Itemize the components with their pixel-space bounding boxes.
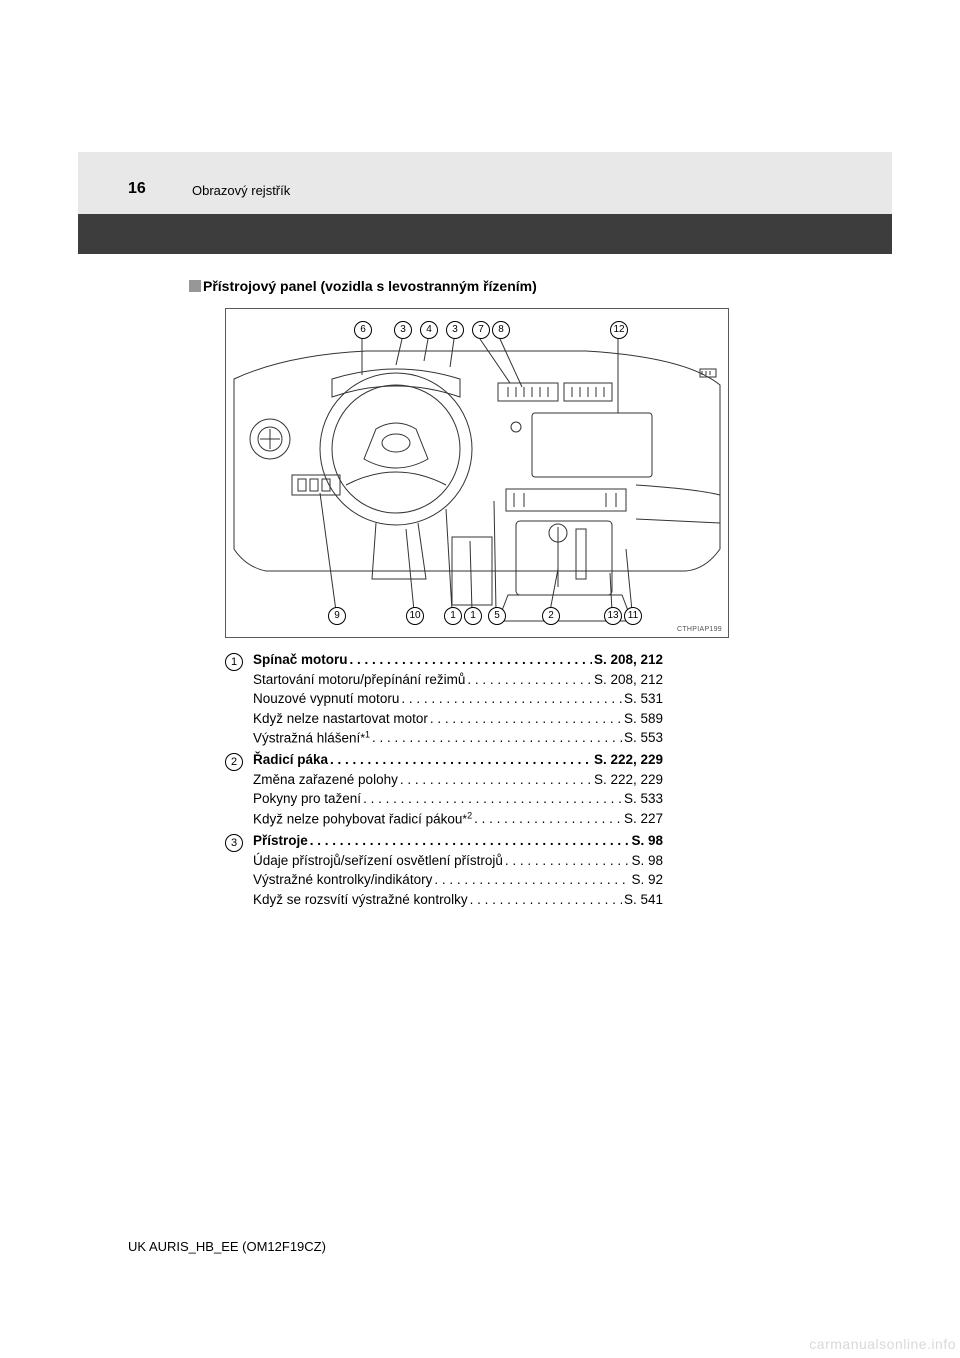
- index-line: Pokyny pro tažení S. 533: [253, 789, 663, 809]
- index-item-1: 1Spínač motoruS. 208, 212Startování moto…: [225, 650, 729, 748]
- header-dark-band: [78, 214, 892, 254]
- leader-dots: [401, 689, 622, 709]
- callout-3: 3: [394, 321, 412, 339]
- line-label: Výstražná hlášení*1: [253, 728, 370, 748]
- line-label: Řadicí páka: [253, 750, 328, 770]
- page-reference: S. 589: [624, 709, 663, 729]
- leader-dots: [350, 650, 592, 670]
- line-label: Spínač motoru: [253, 650, 348, 670]
- page: 16 Obrazový rejstřík Přístrojový panel (…: [0, 0, 960, 1358]
- item-body: Řadicí pákaS. 222, 229Změna zařazené pol…: [253, 750, 729, 829]
- callout-7: 7: [472, 321, 490, 339]
- index-item-3: 3 Přístroje S. 98 Údaje přístrojů/seřízení …: [225, 831, 729, 909]
- page-reference: S. 222, 229: [594, 770, 663, 790]
- index-line: Když nelze nastartovat motor S. 589: [253, 709, 663, 729]
- dashboard-diagram: 63437812 91011521311 CTHPIAP199: [225, 308, 729, 638]
- leader-dots: [470, 890, 622, 910]
- page-reference: S. 533: [624, 789, 663, 809]
- line-label: Když nelze pohybovat řadicí pákou*2: [253, 809, 472, 829]
- item-body: Spínač motoruS. 208, 212Startování motor…: [253, 650, 729, 748]
- callout-13: 13: [604, 607, 622, 625]
- page-reference: S. 208, 212: [594, 670, 663, 690]
- leader-dots: [505, 851, 630, 871]
- line-label: Změna zařazené polohy: [253, 770, 398, 790]
- header-title: Obrazový rejstřík: [192, 183, 290, 198]
- footnote-marker: *1: [360, 731, 370, 746]
- line-label: Když nelze nastartovat motor: [253, 709, 428, 729]
- line-label: Výstražné kontrolky/indikátory: [253, 870, 432, 890]
- index-line: Když se rozsvítí výstražné kontrolky S. 5…: [253, 890, 663, 910]
- leader-dots: [474, 809, 622, 829]
- callout-4: 4: [420, 321, 438, 339]
- callout-2: 2: [542, 607, 560, 625]
- page-reference: S. 92: [631, 870, 663, 890]
- line-label: Pokyny pro tažení: [253, 789, 361, 809]
- page-reference: S. 553: [624, 728, 663, 748]
- callout-5: 5: [488, 607, 506, 625]
- index-line: Když nelze pohybovat řadicí pákou*2 S. 22…: [253, 809, 663, 829]
- leader-dots: [400, 770, 592, 790]
- leader-dots: [363, 789, 622, 809]
- callout-8: 8: [492, 321, 510, 339]
- page-number: 16: [128, 180, 146, 198]
- page-reference: S. 531: [624, 689, 663, 709]
- callout-6: 6: [354, 321, 372, 339]
- section-title-text: Přístrojový panel (vozidla s levostranný…: [203, 278, 537, 294]
- item-body: Přístroje S. 98 Údaje přístrojů/seřízení o…: [253, 831, 729, 909]
- line-label: Startování motoru/přepínání režimů: [253, 670, 465, 690]
- watermark: carmanualsonline.info: [809, 1336, 956, 1352]
- section-title: Přístrojový panel (vozidla s levostranný…: [189, 278, 537, 294]
- leader-dots: [434, 870, 629, 890]
- index-line: Změna zařazené polohy S. 222, 229: [253, 770, 663, 790]
- callout-1: 1: [464, 607, 482, 625]
- leader-dots: [467, 670, 592, 690]
- page-reference: S. 541: [624, 890, 663, 910]
- leader-dots: [372, 728, 622, 748]
- leader-dots: [330, 750, 592, 770]
- index-line: Údaje přístrojů/seřízení osvětlení příst…: [253, 851, 663, 871]
- callout-9: 9: [328, 607, 346, 625]
- diagram-code: CTHPIAP199: [677, 626, 722, 633]
- index-item-2: 2Řadicí pákaS. 222, 229Změna zařazené po…: [225, 750, 729, 829]
- index-line: Řadicí páka S. 222, 229: [253, 750, 663, 770]
- section-marker-icon: [189, 280, 201, 292]
- index-line: Přístroje S. 98: [253, 831, 663, 851]
- line-label: Když se rozsvítí výstražné kontrolky: [253, 890, 468, 910]
- page-reference: S. 227: [624, 809, 663, 829]
- index-line: Nouzové vypnutí motoru S. 531: [253, 689, 663, 709]
- callout-3: 3: [446, 321, 464, 339]
- footnote-marker: *2: [462, 812, 472, 827]
- line-label: Nouzové vypnutí motoru: [253, 689, 399, 709]
- index-line: Spínač motoru S. 208, 212: [253, 650, 663, 670]
- page-reference: S. 98: [631, 831, 663, 851]
- item-number-icon: 3: [225, 832, 247, 850]
- page-reference: S. 98: [631, 851, 663, 871]
- callout-1: 1: [444, 607, 462, 625]
- index-line: Výstražné kontrolky/indikátory S. 92: [253, 870, 663, 890]
- index-list: 1Spínač motoruS. 208, 212Startování moto…: [225, 648, 729, 909]
- callout-11: 11: [624, 607, 642, 625]
- dashboard-line-art: [226, 309, 728, 637]
- leader-dots: [430, 709, 622, 729]
- line-label: Přístroje: [253, 831, 308, 851]
- item-number-icon: 1: [225, 651, 247, 669]
- footer-text: UK AURIS_HB_EE (OM12F19CZ): [128, 1239, 326, 1254]
- leader-dots: [310, 831, 630, 851]
- page-reference: S. 208, 212: [594, 650, 663, 670]
- item-number-icon: 2: [225, 751, 247, 769]
- callout-12: 12: [610, 321, 628, 339]
- page-reference: S. 222, 229: [594, 750, 663, 770]
- line-label: Údaje přístrojů/seřízení osvětlení příst…: [253, 851, 503, 871]
- callout-10: 10: [406, 607, 424, 625]
- index-line: Startování motoru/přepínání režimů S. 208…: [253, 670, 663, 690]
- index-line: Výstražná hlášení*1 S. 553: [253, 728, 663, 748]
